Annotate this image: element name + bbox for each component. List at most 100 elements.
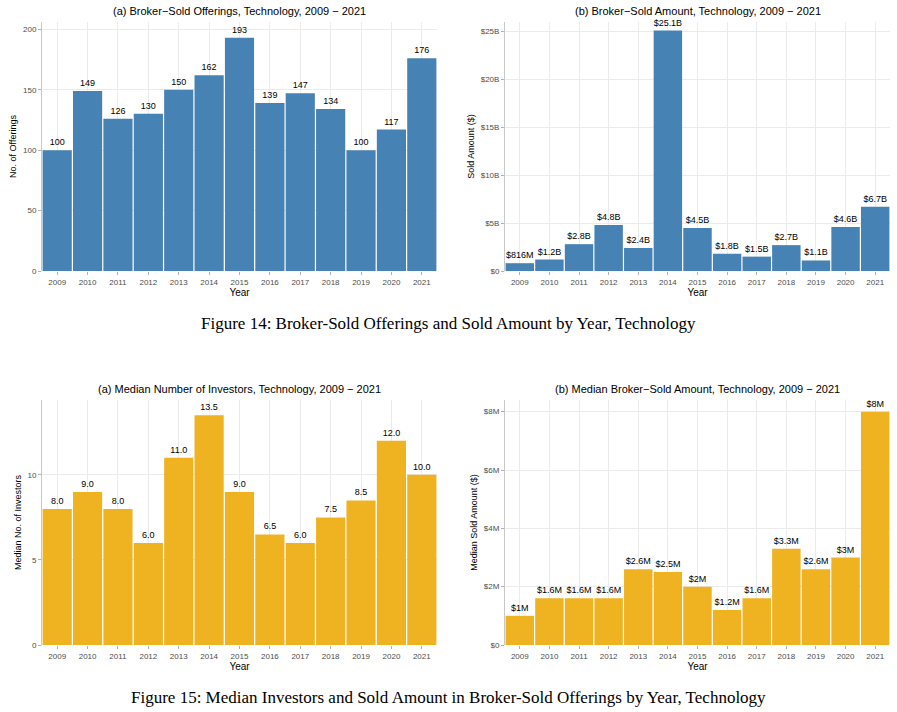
- svg-text:Year: Year: [687, 661, 708, 672]
- svg-text:$0: $0: [490, 641, 499, 650]
- svg-text:2015: 2015: [689, 278, 707, 287]
- svg-text:$6M: $6M: [484, 466, 500, 475]
- svg-text:2016: 2016: [718, 278, 736, 287]
- svg-text:$5B: $5B: [485, 219, 499, 228]
- svg-text:$1.5B: $1.5B: [745, 244, 769, 254]
- svg-text:$20B: $20B: [481, 75, 500, 84]
- svg-text:2018: 2018: [777, 278, 795, 287]
- svg-text:$25B: $25B: [481, 27, 500, 36]
- svg-text:2015: 2015: [689, 652, 707, 661]
- svg-text:6.0: 6.0: [142, 530, 155, 540]
- svg-text:6.0: 6.0: [294, 530, 307, 540]
- svg-text:Figure 14: Broker-Sold Offerin: Figure 14: Broker-Sold Offerings and Sol…: [201, 314, 696, 333]
- svg-text:12.0: 12.0: [383, 428, 401, 438]
- svg-text:176: 176: [414, 45, 429, 55]
- svg-text:2015: 2015: [231, 278, 249, 287]
- svg-text:2013: 2013: [629, 278, 647, 287]
- svg-text:$2.6M: $2.6M: [803, 556, 828, 566]
- svg-text:2021: 2021: [413, 652, 431, 661]
- svg-text:134: 134: [323, 96, 338, 106]
- svg-text:$1.6M: $1.6M: [567, 585, 592, 595]
- svg-text:$2.7B: $2.7B: [775, 232, 799, 242]
- svg-text:$1M: $1M: [511, 603, 529, 613]
- svg-text:$2.5M: $2.5M: [655, 559, 680, 569]
- svg-text:9.0: 9.0: [233, 479, 246, 489]
- svg-text:No. of Offerings: No. of Offerings: [8, 115, 18, 178]
- svg-text:$6.7B: $6.7B: [863, 194, 887, 204]
- svg-text:Year: Year: [687, 287, 708, 298]
- svg-text:2014: 2014: [659, 278, 677, 287]
- svg-text:8.0: 8.0: [112, 496, 125, 506]
- svg-text:2019: 2019: [807, 278, 825, 287]
- svg-text:Median Sold Amount ($): Median Sold Amount ($): [469, 474, 479, 571]
- svg-text:Year: Year: [229, 287, 250, 298]
- svg-text:2011: 2011: [109, 278, 127, 287]
- svg-text:149: 149: [80, 78, 95, 88]
- svg-text:7.5: 7.5: [324, 504, 337, 514]
- svg-text:2017: 2017: [291, 278, 309, 287]
- svg-text:$1.2B: $1.2B: [538, 247, 562, 257]
- svg-text:$25.1B: $25.1B: [654, 18, 682, 28]
- svg-text:2013: 2013: [629, 652, 647, 661]
- svg-text:$4.8B: $4.8B: [597, 212, 621, 222]
- svg-text:Median No. of Investors: Median No. of Investors: [13, 474, 23, 570]
- svg-text:$2.6M: $2.6M: [626, 556, 651, 566]
- svg-text:$2.8B: $2.8B: [567, 231, 591, 241]
- svg-text:$0: $0: [490, 267, 499, 276]
- svg-text:$3M: $3M: [837, 545, 855, 555]
- svg-text:2013: 2013: [170, 278, 188, 287]
- svg-text:$1.6M: $1.6M: [537, 585, 562, 595]
- svg-text:10: 10: [27, 471, 36, 480]
- svg-text:$3.3M: $3.3M: [774, 536, 799, 546]
- svg-text:2019: 2019: [352, 278, 370, 287]
- svg-text:2010: 2010: [541, 652, 559, 661]
- svg-text:$4.5B: $4.5B: [686, 215, 710, 225]
- svg-text:2011: 2011: [109, 652, 127, 661]
- svg-text:2012: 2012: [600, 652, 618, 661]
- svg-text:2021: 2021: [413, 278, 431, 287]
- svg-text:2018: 2018: [777, 652, 795, 661]
- svg-text:0: 0: [32, 267, 37, 276]
- svg-text:100: 100: [23, 146, 37, 155]
- svg-text:8.5: 8.5: [355, 487, 368, 497]
- svg-text:2016: 2016: [261, 652, 279, 661]
- svg-text:2016: 2016: [261, 278, 279, 287]
- svg-text:$4.6B: $4.6B: [834, 214, 858, 224]
- svg-text:50: 50: [27, 206, 36, 215]
- svg-text:2018: 2018: [322, 278, 340, 287]
- svg-text:10.0: 10.0: [413, 462, 431, 472]
- svg-text:2009: 2009: [511, 652, 529, 661]
- svg-text:(b) Median Broker−Sold Amount,: (b) Median Broker−Sold Amount, Technolog…: [555, 383, 840, 395]
- svg-text:2019: 2019: [352, 652, 370, 661]
- svg-text:Figure 15: Median Investors an: Figure 15: Median Investors and Sold Amo…: [131, 688, 766, 707]
- svg-text:2017: 2017: [748, 278, 766, 287]
- svg-text:150: 150: [23, 85, 37, 94]
- svg-text:$1.1B: $1.1B: [804, 247, 828, 257]
- svg-text:2014: 2014: [659, 652, 677, 661]
- svg-text:2021: 2021: [866, 652, 884, 661]
- svg-text:2014: 2014: [200, 278, 218, 287]
- svg-text:130: 130: [141, 101, 156, 111]
- svg-text:Year: Year: [229, 661, 250, 672]
- svg-text:8.0: 8.0: [51, 496, 64, 506]
- svg-text:2012: 2012: [139, 652, 157, 661]
- svg-text:2017: 2017: [291, 652, 309, 661]
- svg-text:2011: 2011: [570, 278, 588, 287]
- svg-text:2021: 2021: [866, 278, 884, 287]
- svg-text:193: 193: [232, 25, 247, 35]
- svg-text:100: 100: [354, 137, 369, 147]
- svg-text:2014: 2014: [200, 652, 218, 661]
- svg-text:$15B: $15B: [481, 123, 500, 132]
- svg-text:5: 5: [32, 556, 37, 565]
- svg-text:126: 126: [110, 106, 125, 116]
- svg-text:(b) Broker−Sold Amount, Techno: (b) Broker−Sold Amount, Technology, 2009…: [575, 5, 821, 17]
- svg-text:139: 139: [262, 90, 277, 100]
- svg-text:2009: 2009: [48, 652, 66, 661]
- svg-text:2016: 2016: [718, 652, 736, 661]
- svg-text:147: 147: [293, 80, 308, 90]
- svg-text:2020: 2020: [383, 652, 401, 661]
- svg-text:$816M: $816M: [506, 250, 534, 260]
- svg-text:2019: 2019: [807, 652, 825, 661]
- svg-text:2015: 2015: [231, 652, 249, 661]
- svg-text:2020: 2020: [837, 278, 855, 287]
